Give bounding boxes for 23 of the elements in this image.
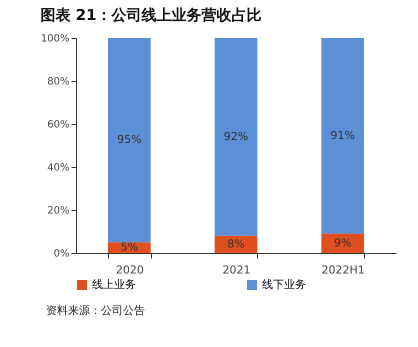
data-label: 5% — [120, 240, 138, 254]
y-tick-label: 60% — [47, 120, 70, 130]
y-tick-label: 0% — [54, 248, 70, 260]
x-tick-label: 2020 — [116, 264, 144, 276]
data-label: 91% — [330, 128, 355, 142]
bar — [321, 38, 364, 234]
data-label: 9% — [334, 236, 352, 250]
y-tick-label: 40% — [47, 162, 70, 174]
data-label: 92% — [224, 130, 248, 143]
y-tick-label: 100% — [40, 34, 70, 44]
text: 资料来源：公司公告 — [46, 304, 145, 317]
x-tick-label: 2021 — [222, 264, 250, 276]
y-tick-label: 20% — [47, 206, 70, 216]
legend-label: 线下业务 — [262, 278, 306, 291]
bar — [321, 234, 364, 253]
chart-title: 图表 21：公司线上业务营收占比 — [40, 6, 262, 24]
bar — [214, 38, 258, 236]
data-label: 95% — [117, 133, 142, 146]
y-tick-label: 80% — [47, 76, 70, 88]
data-label: 8% — [227, 237, 245, 250]
bar — [108, 38, 151, 242]
x-tick-label: 2022H1 — [322, 264, 365, 276]
legend-label: 线上业务 — [92, 278, 136, 291]
